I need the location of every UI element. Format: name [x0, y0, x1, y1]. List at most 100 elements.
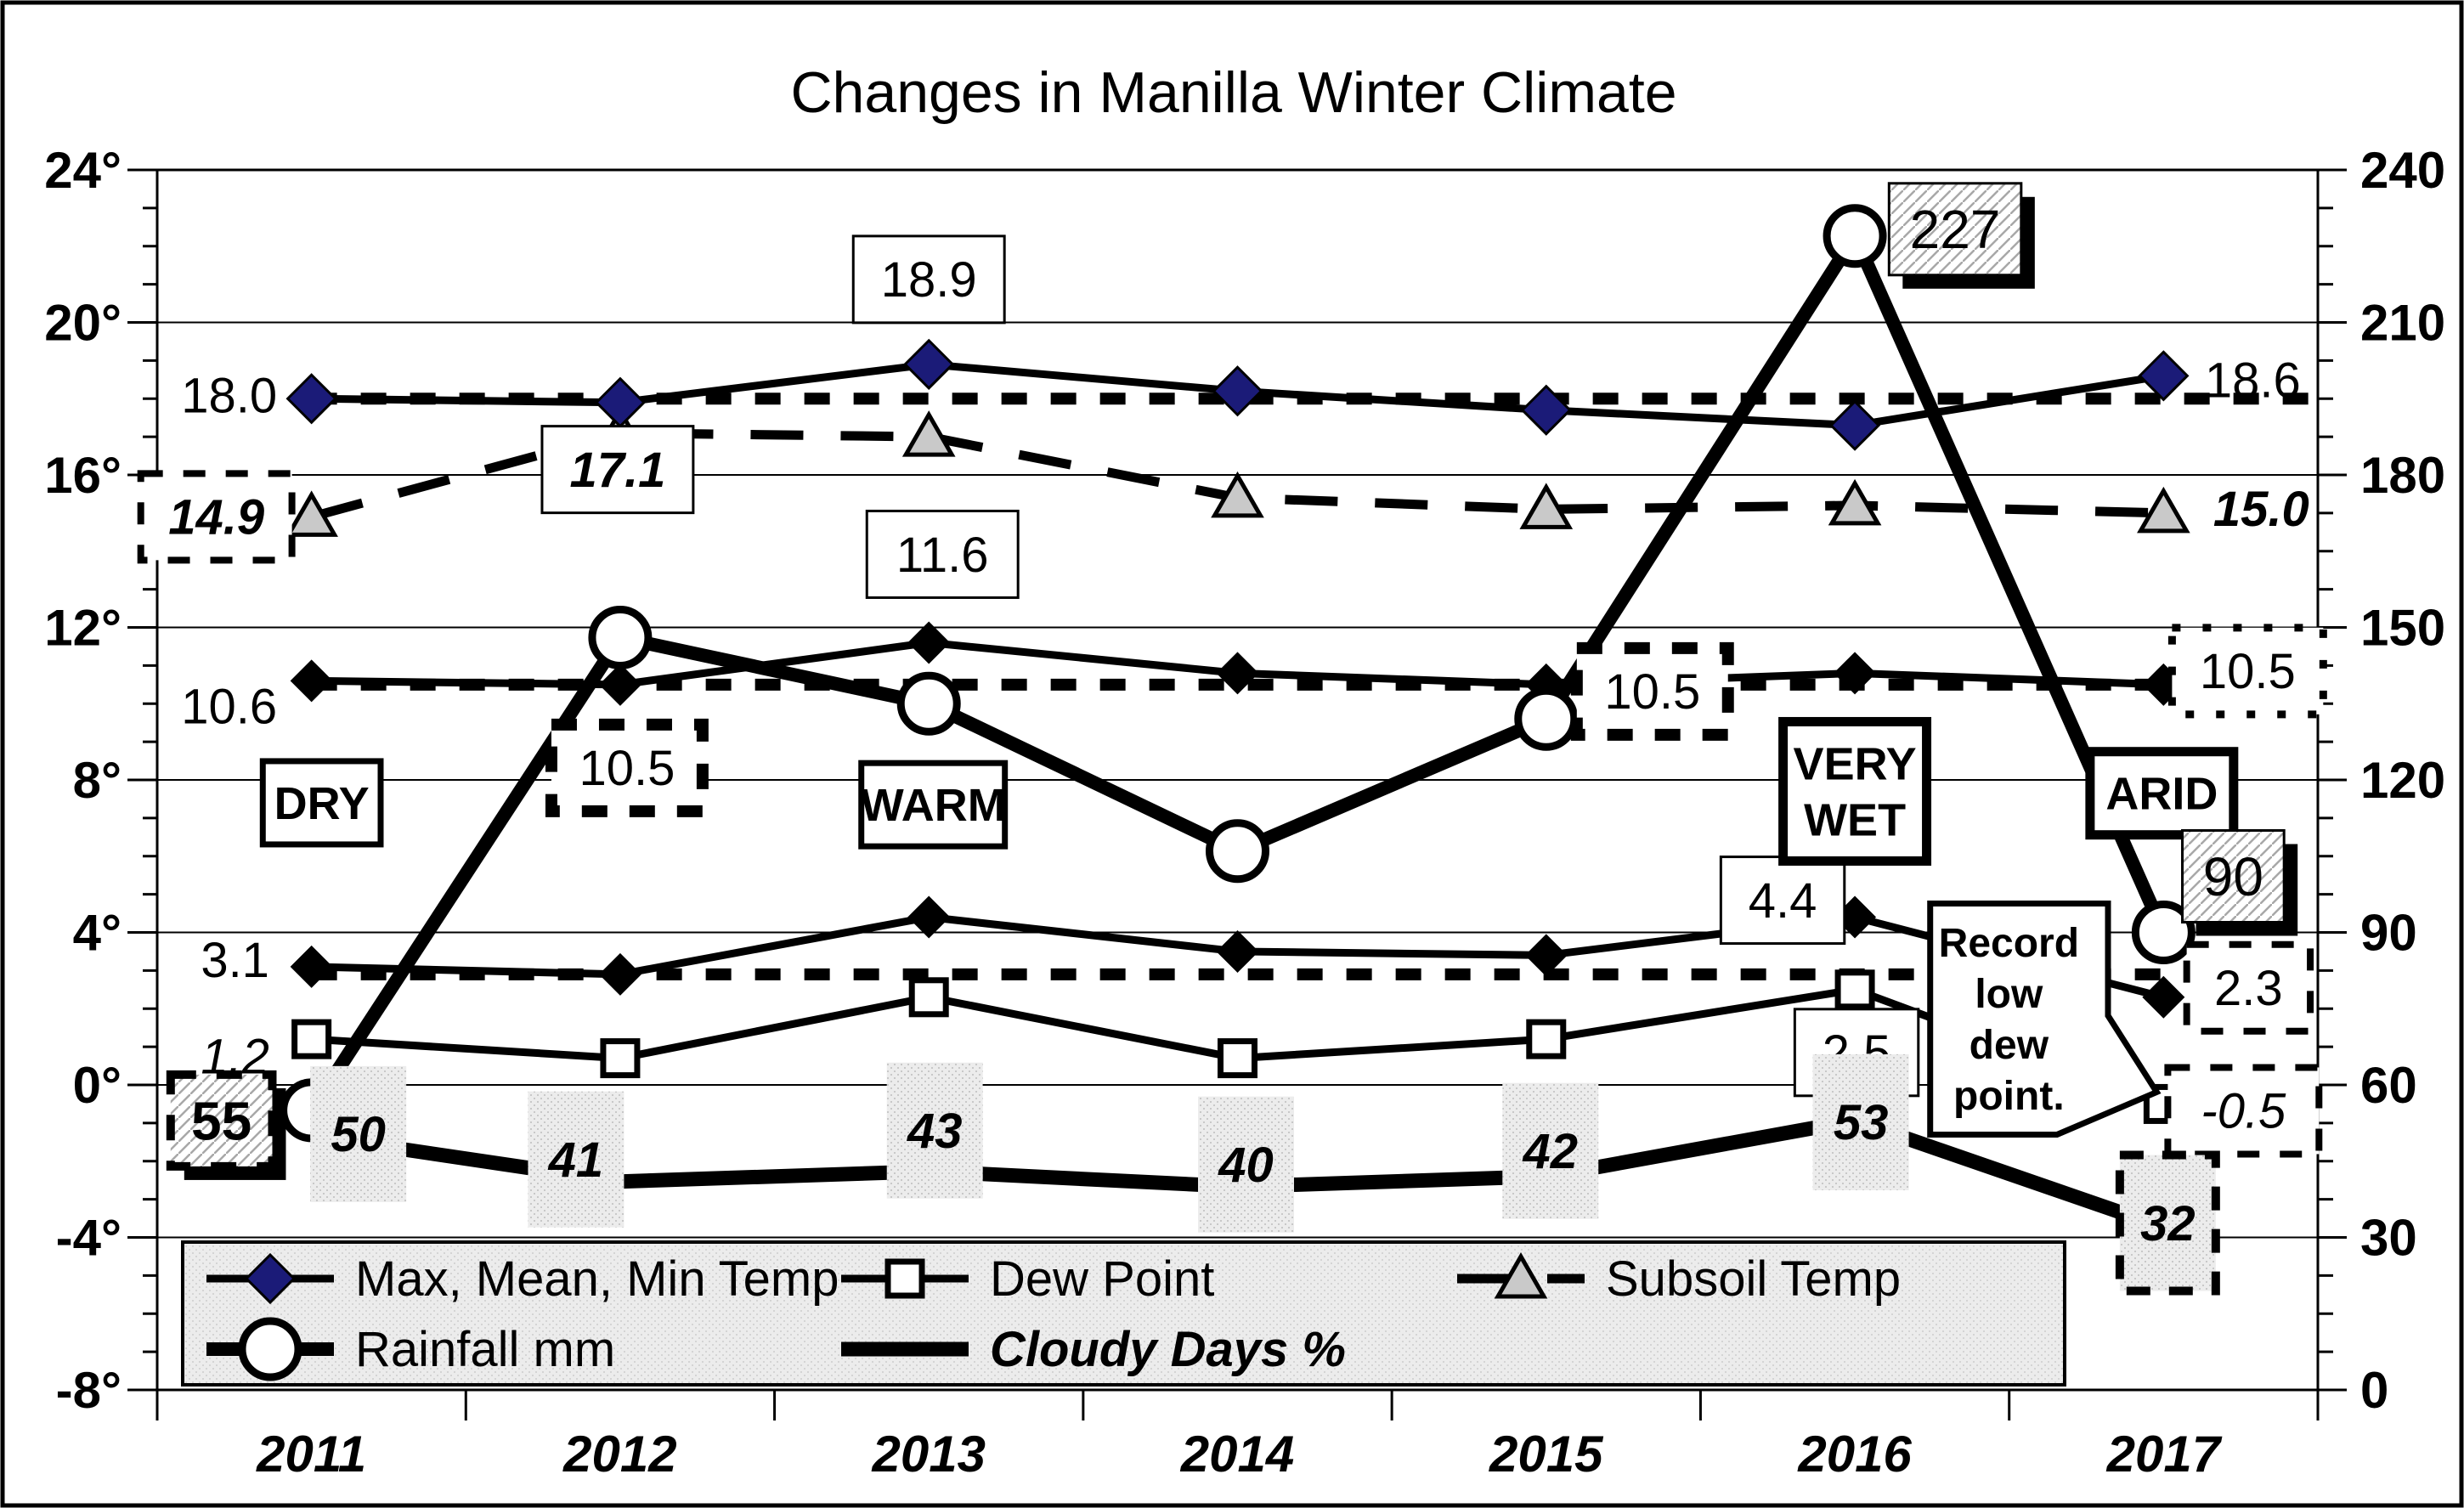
annotation-box — [2183, 940, 2314, 1035]
annotation-box — [1887, 182, 2023, 277]
annotation-box — [2085, 747, 2239, 840]
temp-marker — [1834, 652, 1877, 695]
max-temp-marker — [1520, 384, 1572, 436]
annotation-text: 90 — [2203, 846, 2263, 907]
annotation-shade-bg — [1812, 1053, 1909, 1190]
left-axis-tick-label: -4° — [56, 1210, 122, 1267]
max-temp-marker — [1828, 399, 1881, 451]
annotation-4.4: 4.4 — [1719, 856, 1846, 946]
right-axis-tick-label: 90 — [2360, 905, 2417, 962]
left-axis-tick-label: 4° — [73, 905, 122, 962]
annotation-text: 50 — [331, 1107, 386, 1162]
rainfall-marker — [1823, 204, 1887, 268]
right-axis-tick-label: 210 — [2360, 295, 2445, 352]
annotation-shade-bg — [886, 1062, 983, 1199]
annotation-text: 18.0 — [181, 369, 277, 424]
right-axis-tick-label: 180 — [2360, 447, 2445, 504]
annotation-55: 55 — [166, 1070, 286, 1180]
rainfall-marker — [2131, 901, 2196, 964]
legend-label: Subsoil Temp — [1606, 1251, 1901, 1307]
temp-marker — [290, 945, 333, 988]
legend-label: Cloudy Days % — [990, 1322, 1346, 1377]
annotation-dry: DRY — [259, 758, 384, 848]
annotation-40: 40 — [1198, 1096, 1294, 1233]
annotation--0.5: -0.5 — [2164, 1064, 2323, 1158]
annotation-box — [1778, 716, 1932, 866]
subsoil-marker — [1494, 1251, 1548, 1299]
annotation-shade-bg — [1502, 1082, 1599, 1219]
annotation-text: 42 — [1523, 1124, 1579, 1179]
annotation-text: WARM — [861, 780, 1006, 831]
left-axis-tick-label: 8° — [73, 752, 122, 809]
annotation-text: 4.4 — [1749, 873, 1817, 929]
series-max-temp — [285, 338, 2190, 451]
annotation-box — [2167, 624, 2327, 719]
x-axis-year-label: 2014 — [1180, 1426, 1294, 1483]
annotation-18.9: 18.9 — [851, 234, 1006, 325]
annotation-text: 18.9 — [881, 252, 977, 308]
annotation-text: 55 — [191, 1090, 251, 1151]
annotation-text: 227 — [1910, 199, 2001, 260]
left-axis-tick-label: -8° — [56, 1362, 122, 1419]
temp-marker — [290, 659, 333, 703]
annotation-record: Record low dew point. — [1927, 900, 2162, 1138]
x-axis-year-label: 2015 — [1489, 1426, 1604, 1483]
annotation-42: 42 — [1502, 1082, 1599, 1219]
temp-marker — [1216, 652, 1259, 695]
annotation-text: 10.5 — [579, 741, 675, 796]
dew-point-marker — [1526, 1019, 1567, 1059]
annotation-box — [2181, 829, 2286, 923]
temp-marker — [2142, 975, 2185, 1019]
annotation-text: 41 — [548, 1132, 604, 1188]
annotation-text: VERY — [1794, 738, 1917, 789]
annotation-box — [545, 718, 709, 817]
dew-point-marker — [1218, 1038, 1257, 1079]
right-axis-tick-label: 30 — [2360, 1210, 2417, 1267]
right-axis-tick-label: 120 — [2360, 752, 2445, 809]
temp-marker — [907, 621, 951, 664]
annotation-text: 43 — [907, 1104, 963, 1159]
annotation-2.3: 2.3 — [2183, 940, 2314, 1035]
annotation-text: 10.5 — [2200, 644, 2296, 699]
rainfall-marker — [1514, 686, 1579, 751]
annotation-17.1: 17.1 — [540, 425, 695, 515]
temp-marker — [907, 895, 951, 939]
subsoil-marker — [1519, 483, 1574, 529]
annotation-50: 50 — [310, 1065, 407, 1202]
annotation-10.6: 10.6 — [181, 680, 277, 735]
annotation-shade-bg — [310, 1065, 407, 1202]
annotation-18.6: 18.6 — [2205, 353, 2301, 409]
temp-marker — [1216, 929, 1259, 973]
dew-point-marker — [908, 977, 949, 1018]
annotation-14.9: 14.9 — [137, 470, 296, 564]
annotation-text: 17.1 — [569, 443, 665, 498]
legend-label: Max, Mean, Min Temp — [355, 1251, 839, 1307]
subsoil-marker — [901, 410, 956, 457]
max-temp-marker — [903, 338, 955, 390]
dew-point-marker — [884, 1258, 925, 1299]
annotation-box — [1719, 856, 1846, 946]
annotation-text: 10.6 — [181, 680, 277, 735]
max-temp-marker — [244, 1252, 297, 1305]
annotation-arid: ARID — [2085, 747, 2239, 840]
right-axis-tick-label: 0 — [2360, 1362, 2388, 1419]
annotation-box — [137, 470, 296, 564]
annotation-18.0: 18.0 — [181, 369, 277, 424]
annotation-90: 90 — [2181, 829, 2298, 936]
annotation-text: -0.5 — [2201, 1084, 2286, 1139]
annotation-41: 41 — [528, 1091, 624, 1228]
annotation-text: ARID — [2105, 769, 2218, 820]
rainfall-marker — [238, 1317, 302, 1381]
annotation-box — [851, 234, 1006, 325]
annotation-text: 18.6 — [2205, 353, 2301, 409]
annotation-10.5: 10.5 — [545, 718, 709, 817]
annotation-shade-bg — [1198, 1096, 1294, 1233]
subsoil-marker — [1828, 478, 1882, 526]
right-axis-tick-label: 150 — [2360, 600, 2445, 657]
legend-box — [181, 1240, 2066, 1387]
annotation-box — [540, 425, 695, 515]
annotation-text: 2.3 — [2214, 961, 2283, 1016]
x-axis-year-label: 2011 — [256, 1426, 366, 1483]
annotation-text: 3.1 — [201, 933, 269, 988]
